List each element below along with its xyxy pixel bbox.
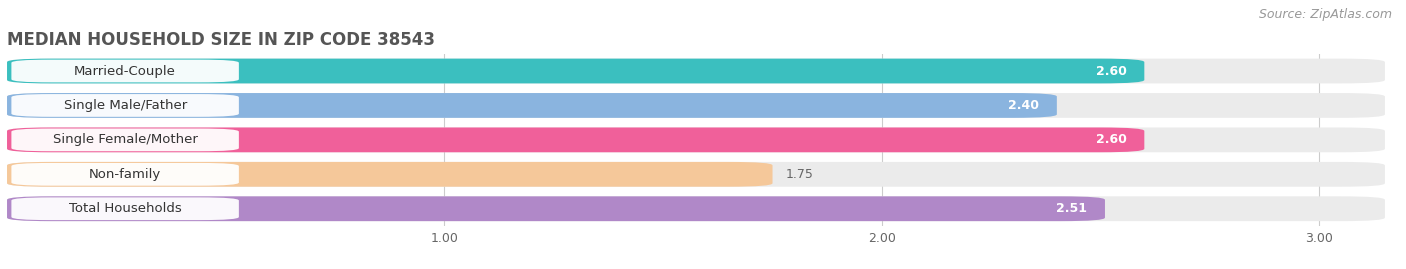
FancyBboxPatch shape (7, 162, 772, 187)
FancyBboxPatch shape (7, 162, 1385, 187)
Text: Source: ZipAtlas.com: Source: ZipAtlas.com (1258, 8, 1392, 21)
FancyBboxPatch shape (7, 196, 1385, 221)
Text: Non-family: Non-family (89, 168, 162, 181)
FancyBboxPatch shape (7, 93, 1385, 118)
FancyBboxPatch shape (11, 163, 239, 186)
Text: MEDIAN HOUSEHOLD SIZE IN ZIP CODE 38543: MEDIAN HOUSEHOLD SIZE IN ZIP CODE 38543 (7, 31, 434, 49)
FancyBboxPatch shape (11, 197, 239, 220)
Text: Single Female/Mother: Single Female/Mother (52, 133, 198, 146)
Text: 2.60: 2.60 (1095, 133, 1126, 146)
FancyBboxPatch shape (11, 94, 239, 117)
FancyBboxPatch shape (11, 129, 239, 151)
FancyBboxPatch shape (7, 59, 1144, 83)
Text: 2.60: 2.60 (1095, 65, 1126, 77)
FancyBboxPatch shape (7, 128, 1144, 152)
FancyBboxPatch shape (7, 196, 1105, 221)
Text: 2.51: 2.51 (1056, 202, 1087, 215)
FancyBboxPatch shape (7, 93, 1057, 118)
Text: Married-Couple: Married-Couple (75, 65, 176, 77)
Text: 1.75: 1.75 (786, 168, 814, 181)
FancyBboxPatch shape (11, 60, 239, 82)
FancyBboxPatch shape (7, 59, 1385, 83)
Text: 2.40: 2.40 (1008, 99, 1039, 112)
Text: Total Households: Total Households (69, 202, 181, 215)
FancyBboxPatch shape (7, 128, 1385, 152)
Text: Single Male/Father: Single Male/Father (63, 99, 187, 112)
